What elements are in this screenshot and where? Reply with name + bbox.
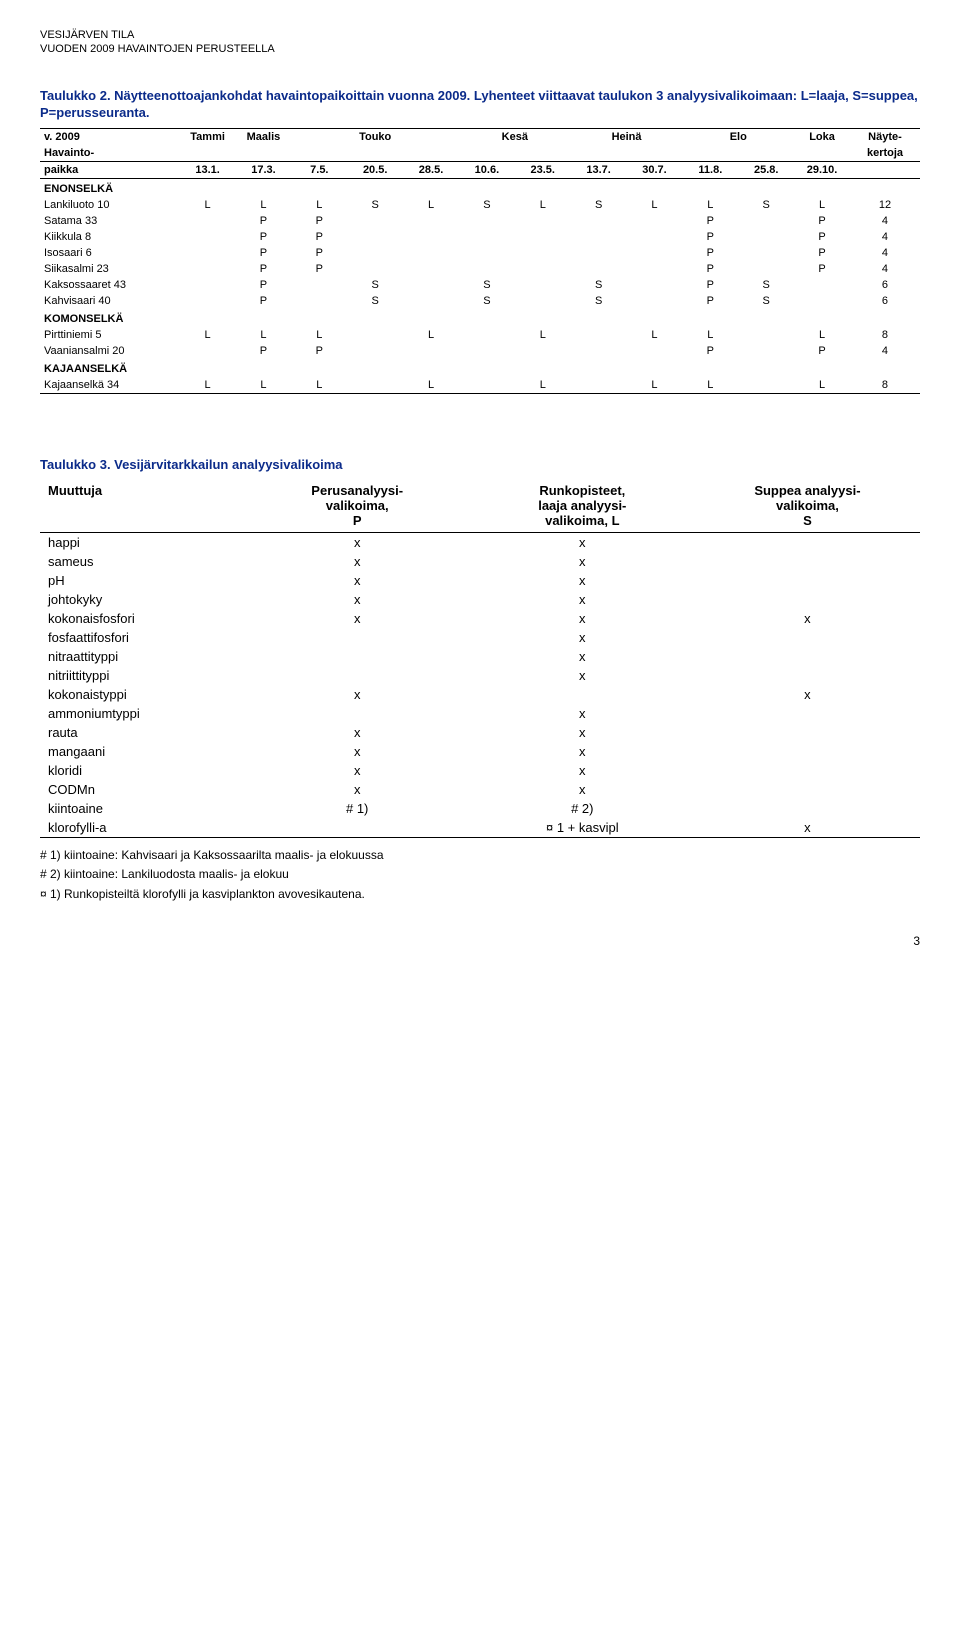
t2-h1-c7: Loka <box>794 128 850 145</box>
table-row: kokonaisfosforixxx <box>40 609 920 628</box>
t2-h1-c8: Näyte- <box>850 128 920 145</box>
t2-section-1: ENONSELKÄ <box>40 178 920 197</box>
table-row: Lankiluoto 10 LLLSLSLSLLSL 12 <box>40 197 920 213</box>
table-row: Isosaari 6 PPPP 4 <box>40 245 920 261</box>
table-row: sameusxx <box>40 552 920 571</box>
t2-section-2: KOMONSELKÄ <box>40 309 920 327</box>
footnotes: # 1) kiintoaine: Kahvisaari ja Kaksossaa… <box>40 846 920 904</box>
t2-h1-c6: Elo <box>682 128 794 145</box>
t2-h2-c1: 13.1. <box>180 161 236 178</box>
t3-h-c2: Runkopisteet, laaja analyysi- valikoima,… <box>470 479 695 533</box>
table-row: kokonaistyppixx <box>40 685 920 704</box>
page-number: 3 <box>40 934 920 948</box>
t2-r1-label: Lankiluoto 10 <box>40 197 180 213</box>
footnote-1: # 1) kiintoaine: Kahvisaari ja Kaksossaa… <box>40 846 920 865</box>
table2-caption: Taulukko 2. Näytteenottoajankohdat havai… <box>40 87 920 122</box>
t2-h1-c5: Heinä <box>571 128 683 145</box>
table-row: Kajaanselkä 34 LLLLLLLL 8 <box>40 377 920 394</box>
t2-h1b-c8: kertoja <box>850 145 920 162</box>
t2-h2-c11: 25.8. <box>738 161 794 178</box>
header-line-1: VESIJÄRVEN TILA <box>40 28 920 42</box>
table-row: Kahvisaari 40 PSSSPS 6 <box>40 293 920 309</box>
t2-h2-c6: 10.6. <box>459 161 515 178</box>
t2-h2-c8: 13.7. <box>571 161 627 178</box>
table-row: Pirttiniemi 5 LLLLLLLL 8 <box>40 327 920 343</box>
footnote-2: # 2) kiintoaine: Lankiluodosta maalis- j… <box>40 865 920 884</box>
table-row: ammoniumtyppix <box>40 704 920 723</box>
t2-h2-c2: 17.3. <box>236 161 292 178</box>
table-row: fosfaattifosforix <box>40 628 920 647</box>
table-row: pHxx <box>40 571 920 590</box>
t2-h1-c1: Tammi <box>180 128 236 145</box>
table-row: nitriittityppix <box>40 666 920 685</box>
t2-h1-c3: Touko <box>291 128 459 145</box>
t3-h-c3: Suppea analyysi- valikoima, S <box>695 479 920 533</box>
table2: v. 2009 Tammi Maalis Touko Kesä Heinä El… <box>40 128 920 394</box>
t3-h-c1: Perusanalyysi- valikoima, P <box>245 479 470 533</box>
table-row: Kiikkula 8 PPPP 4 <box>40 229 920 245</box>
table-row: Kaksossaaret 43 PSSSPS 6 <box>40 277 920 293</box>
t2-h2-c9: 30.7. <box>627 161 683 178</box>
t2-section-3: KAJAANSELKÄ <box>40 359 920 377</box>
t2-h2-c0: paikka <box>40 161 180 178</box>
table-row: kloridixx <box>40 761 920 780</box>
header-line-2: VUODEN 2009 HAVAINTOJEN PERUSTEELLA <box>40 42 920 56</box>
t2-h1-c4: Kesä <box>459 128 571 145</box>
table-row: klorofylli-a¤ 1 + kasviplx <box>40 818 920 838</box>
table-row: Vaaniansalmi 20 PPPP 4 <box>40 343 920 359</box>
t2-h1-c0: v. 2009 <box>40 128 180 145</box>
t2-h2-c7: 23.5. <box>515 161 571 178</box>
table-row: Satama 33 PPPP 4 <box>40 213 920 229</box>
table-row: johtokykyxx <box>40 590 920 609</box>
table-row: rautaxx <box>40 723 920 742</box>
footnote-3: ¤ 1) Runkopisteiltä klorofylli ja kasvip… <box>40 885 920 904</box>
table-row: mangaanixx <box>40 742 920 761</box>
table-row: nitraattityppix <box>40 647 920 666</box>
table3: Muuttuja Perusanalyysi- valikoima, P Run… <box>40 479 920 838</box>
t2-h2-c5: 28.5. <box>403 161 459 178</box>
t3-h-c0: Muuttuja <box>40 479 245 533</box>
table3-caption: Taulukko 3. Vesijärvitarkkailun analyysi… <box>40 456 920 474</box>
t2-h1-c2: Maalis <box>236 128 292 145</box>
table-row: kiintoaine# 1)# 2) <box>40 799 920 818</box>
t2-h2-c3: 7.5. <box>291 161 347 178</box>
table-row: Siikasalmi 23 PPPP 4 <box>40 261 920 277</box>
table-row: happixx <box>40 533 920 553</box>
t2-h2-c4: 20.5. <box>347 161 403 178</box>
t2-h2-c12: 29.10. <box>794 161 850 178</box>
t2-h2-c10: 11.8. <box>682 161 738 178</box>
table-row: CODMnxx <box>40 780 920 799</box>
t2-h1b-c0: Havainto- <box>40 145 180 162</box>
doc-header: VESIJÄRVEN TILA VUODEN 2009 HAVAINTOJEN … <box>40 28 920 57</box>
